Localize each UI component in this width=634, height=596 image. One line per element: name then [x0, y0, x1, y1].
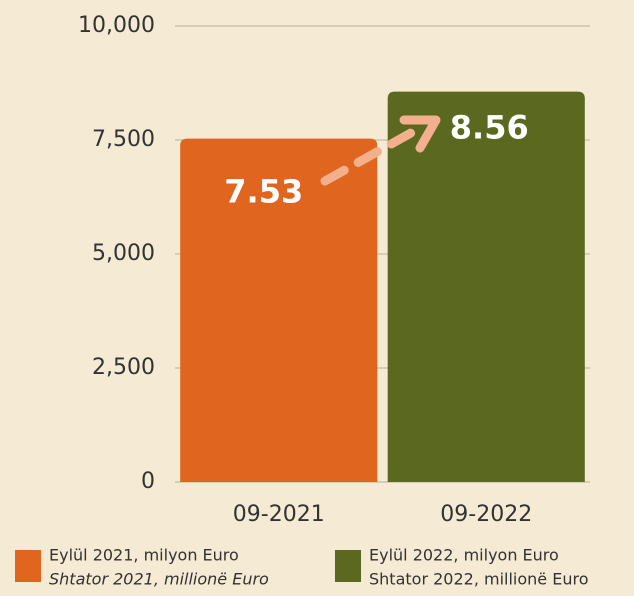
value-label: 8.56	[450, 109, 529, 147]
arrow-head	[399, 115, 441, 153]
legend-swatch	[15, 550, 41, 582]
x-tick-label: 09-2021	[233, 502, 325, 527]
bar	[180, 138, 378, 482]
legend-swatch	[335, 550, 361, 582]
legend-label: Eylül 2022, milyon Euro	[369, 546, 559, 565]
x-tick-label: 09-2022	[440, 502, 532, 527]
y-tick-label: 2,500	[92, 355, 155, 380]
legend-label: Eylül 2021, milyon Euro	[49, 546, 239, 565]
y-tick-label: 10,000	[78, 13, 155, 38]
legend-label: Shtator 2022, millionë Euro	[369, 570, 588, 589]
y-tick-label: 5,000	[92, 241, 155, 266]
y-tick-label: 7,500	[92, 127, 155, 152]
arrow-shaft	[320, 124, 423, 186]
value-label: 7.53	[224, 173, 303, 211]
y-tick-label: 0	[141, 469, 155, 494]
trend-arrow	[320, 115, 441, 186]
legend-label: Shtator 2021, millionë Euro	[49, 570, 269, 589]
bar	[387, 91, 585, 482]
plot: 0 2,500 5,000 7,500 10,000 09-2021 7.53 09-2022…	[78, 13, 590, 527]
